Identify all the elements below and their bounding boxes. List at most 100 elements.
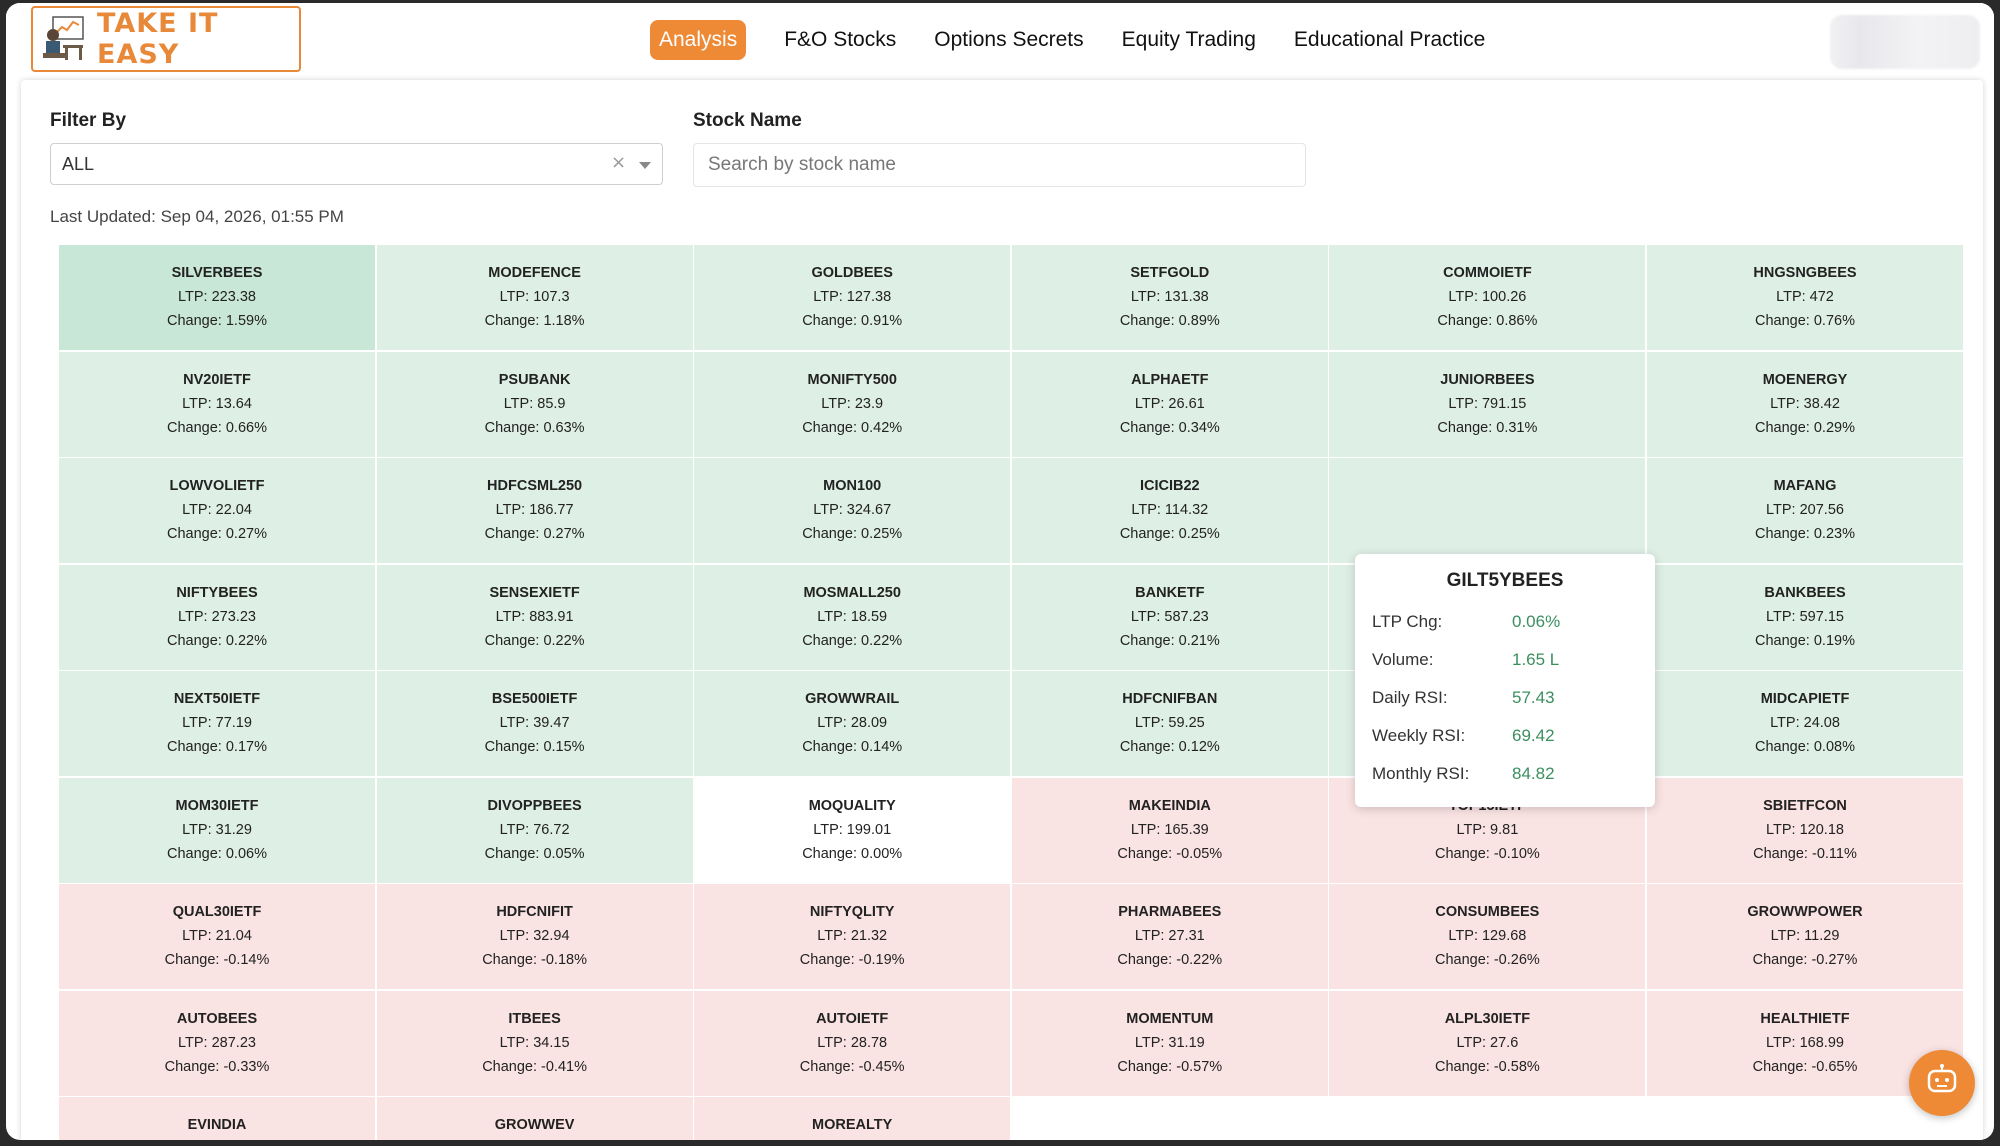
- nav-options-secrets[interactable]: Options Secrets: [934, 28, 1084, 51]
- nav-equity-trading[interactable]: Equity Trading: [1121, 28, 1256, 51]
- filter-by-label: Filter By: [50, 110, 127, 131]
- stock-tile[interactable]: MOSMALL250 LTP: 18.59 Change: 0.22%: [694, 564, 1012, 671]
- stock-tile[interactable]: BANKETF LTP: 587.23 Change: 0.21%: [1011, 564, 1329, 671]
- stock-tile[interactable]: GOLDBEES LTP: 127.38 Change: 0.91%: [694, 245, 1012, 351]
- stock-tile[interactable]: AUTOIETF LTP: 28.78 Change: -0.45%: [694, 990, 1012, 1097]
- stock-tile-ltp: LTP: 165.39: [1130, 821, 1209, 838]
- stock-tile[interactable]: NIFTYBEES LTP: 273.23 Change: 0.22%: [59, 564, 376, 671]
- stock-tile-name: ICICIB22: [1139, 478, 1200, 494]
- stock-tile[interactable]: BSE500IETF LTP: 39.47 Change: 0.15%: [376, 671, 694, 777]
- stock-tile[interactable]: NV20IETF LTP: 13.64 Change: 0.66%: [59, 351, 376, 458]
- tooltip-key: Monthly RSI:: [1372, 764, 1470, 783]
- stock-tile-name: LOWVOLIETF: [169, 478, 265, 494]
- stock-tile[interactable]: NIFTYQLITY LTP: 21.32 Change: -0.19%: [694, 884, 1012, 990]
- stock-tile[interactable]: HDFCNIFBAN LTP: 59.25 Change: 0.12%: [1011, 671, 1329, 777]
- top-header: TAKE IT EASY Analysis F&O Stocks Options…: [6, 3, 1994, 81]
- stock-tile[interactable]: COMMOIETF LTP: 100.26 Change: 0.86%: [1329, 245, 1647, 351]
- filter-by-select[interactable]: ALL ×: [50, 143, 663, 185]
- stock-tile[interactable]: MIDCAPIETF LTP: 24.08 Change: 0.08%: [1647, 671, 1964, 777]
- stock-tile[interactable]: ALPHAETF LTP: 26.61 Change: 0.34%: [1011, 351, 1329, 458]
- stock-tile-change: Change: 0.66%: [167, 419, 267, 436]
- profile-area[interactable]: [1830, 15, 1980, 69]
- stock-tile-name: ALPL30IETF: [1444, 1010, 1531, 1027]
- stock-tile[interactable]: HNGSNGBEES LTP: 472 Change: 0.76%: [1647, 245, 1964, 351]
- stock-tile-name: NIFTYBEES: [176, 584, 258, 601]
- stock-tile[interactable]: HDFCSML250 LTP: 186.77 Change: 0.27%: [376, 458, 694, 564]
- stock-tile-ltp: LTP: 883.91: [495, 608, 574, 625]
- stock-tile-change: Change: 0.00%: [802, 845, 903, 862]
- stock-tile-change: Change: -0.58%: [1434, 1058, 1540, 1075]
- stock-tile-ltp: [1329, 498, 1645, 522]
- stock-tile[interactable]: MOENERGY LTP: 38.42 Change: 0.29%: [1647, 351, 1964, 458]
- stock-tile[interactable]: MAFANG LTP: 207.56 Change: 0.23%: [1647, 458, 1964, 564]
- stock-tile-change: Change: 0.08%: [1755, 739, 1855, 755]
- stock-tile-change: [1329, 522, 1645, 546]
- stock-tile-name: MOENERGY: [1762, 371, 1848, 388]
- stock-tile-ltp: LTP: 27.31: [1134, 928, 1205, 944]
- stock-tile-ltp: [694, 1137, 1010, 1140]
- stock-tile-change: Change: -0.45%: [799, 1058, 905, 1075]
- stock-tile-ltp: LTP: 31.29: [182, 821, 252, 838]
- stock-tile[interactable]: MON100 LTP: 324.67 Change: 0.25%: [694, 458, 1012, 564]
- nav-educational-practice[interactable]: Educational Practice: [1293, 28, 1486, 51]
- stock-tile[interactable]: MODEFENCE LTP: 107.3 Change: 1.18%: [376, 245, 694, 351]
- tooltip-value: 0.06%: [1512, 612, 1561, 631]
- stock-tile-name: GROWWRAIL: [805, 691, 900, 707]
- stock-tile-ltp: LTP: 129.68: [1448, 928, 1527, 944]
- stock-tile[interactable]: ALPL30IETF LTP: 27.6 Change: -0.58%: [1329, 990, 1647, 1097]
- stock-tile[interactable]: SETFGOLD LTP: 131.38 Change: 0.89%: [1011, 245, 1329, 351]
- stock-tile[interactable]: JUNIORBEES LTP: 791.15 Change: 0.31%: [1329, 351, 1647, 458]
- stock-tile[interactable]: MOQUALITY LTP: 199.01 Change: 0.00%: [694, 777, 1012, 884]
- stock-tile[interactable]: GROWWPOWER LTP: 11.29 Change: -0.27%: [1647, 884, 1964, 990]
- stock-tile[interactable]: MONIFTY500 LTP: 23.9 Change: 0.42%: [694, 351, 1012, 458]
- tooltip-title: GILT5YBEES: [1446, 570, 1564, 591]
- stock-tile[interactable]: MOM30IETF LTP: 31.29 Change: 0.06%: [59, 777, 376, 884]
- stock-tile-name: GROWWEV: [494, 1117, 575, 1133]
- stock-tile[interactable]: CONSUMBEES LTP: 129.68 Change: -0.26%: [1329, 884, 1647, 990]
- stock-tile-change: Change: 0.91%: [802, 313, 903, 329]
- stock-tile[interactable]: NEXT50IETF LTP: 77.19 Change: 0.17%: [59, 671, 376, 777]
- stock-tile[interactable]: MOMENTUM LTP: 31.19 Change: -0.57%: [1011, 990, 1329, 1097]
- stock-tile-name: HDFCNIFIT: [496, 904, 573, 920]
- stock-tile-change: Change: -0.22%: [1117, 952, 1223, 968]
- stock-tile-ltp: LTP: 114.32: [1131, 502, 1209, 518]
- stock-tile[interactable]: GROWWRAIL LTP: 28.09 Change: 0.14%: [694, 671, 1012, 777]
- stock-tile[interactable]: QUAL30IETF LTP: 21.04 Change: -0.14%: [59, 884, 376, 990]
- chatbot-button[interactable]: [1909, 1050, 1975, 1116]
- brand-logo[interactable]: TAKE IT EASY: [31, 6, 301, 72]
- stock-tile[interactable]: PHARMABEES LTP: 27.31 Change: -0.22%: [1011, 884, 1329, 990]
- stock-tile-ltp: LTP: 39.47: [499, 715, 570, 731]
- stock-tile[interactable]: [1329, 458, 1647, 564]
- analysis-card: Filter By Stock Name ALL × Last Updated:…: [21, 80, 1983, 1140]
- stock-tile-change: Change: -0.65%: [1752, 1058, 1858, 1075]
- chevron-down-icon[interactable]: [639, 162, 651, 169]
- stock-tile-ltp: LTP: 223.38: [178, 289, 256, 305]
- stock-tile[interactable]: BANKBEES LTP: 597.15 Change: 0.19%: [1647, 564, 1964, 671]
- clear-icon[interactable]: ×: [611, 152, 627, 173]
- stock-tile[interactable]: ITBEES LTP: 34.15 Change: -0.41%: [376, 990, 694, 1097]
- stock-tile[interactable]: SENSEXIETF LTP: 883.91 Change: 0.22%: [376, 564, 694, 671]
- stock-tile[interactable]: ICICIB22 LTP: 114.32 Change: 0.25%: [1011, 458, 1329, 564]
- stock-tile[interactable]: SILVERBEES LTP: 223.38 Change: 1.59%: [59, 245, 376, 351]
- stock-tile-ltp: LTP: 32.94: [499, 928, 570, 944]
- stock-tile[interactable]: PSUBANK LTP: 85.9 Change: 0.63%: [376, 351, 694, 458]
- stock-tile[interactable]: MOREALTY: [694, 1097, 1012, 1140]
- nav-fno-stocks[interactable]: F&O Stocks: [784, 28, 897, 51]
- nav-analysis[interactable]: Analysis: [650, 20, 747, 60]
- stock-tile-name: NV20IETF: [183, 371, 251, 388]
- stock-tile[interactable]: HDFCNIFIT LTP: 32.94 Change: -0.18%: [376, 884, 694, 990]
- stock-tile[interactable]: GROWWEV: [376, 1097, 694, 1140]
- stock-search-input[interactable]: [693, 143, 1306, 187]
- logo-trader-icon: [39, 13, 91, 65]
- stock-tile[interactable]: DIVOPPBEES LTP: 76.72 Change: 0.05%: [376, 777, 694, 884]
- stock-tile[interactable]: LOWVOLIETF LTP: 22.04 Change: 0.27%: [59, 458, 376, 564]
- stock-name-label: Stock Name: [693, 110, 802, 131]
- stock-tile[interactable]: SBIETFCON LTP: 120.18 Change: -0.11%: [1647, 777, 1964, 884]
- stock-tile-change: Change: 0.12%: [1119, 739, 1220, 755]
- stock-tile[interactable]: AUTOBEES LTP: 287.23 Change: -0.33%: [59, 990, 376, 1097]
- stock-tile[interactable]: EVINDIA: [59, 1097, 376, 1140]
- stock-tile-ltp: LTP: 13.64: [182, 395, 252, 412]
- stock-tile-change: Change: -0.57%: [1117, 1058, 1223, 1075]
- stock-tile-name: NIFTYQLITY: [809, 904, 895, 920]
- stock-tile[interactable]: MAKEINDIA LTP: 165.39 Change: -0.05%: [1011, 777, 1329, 884]
